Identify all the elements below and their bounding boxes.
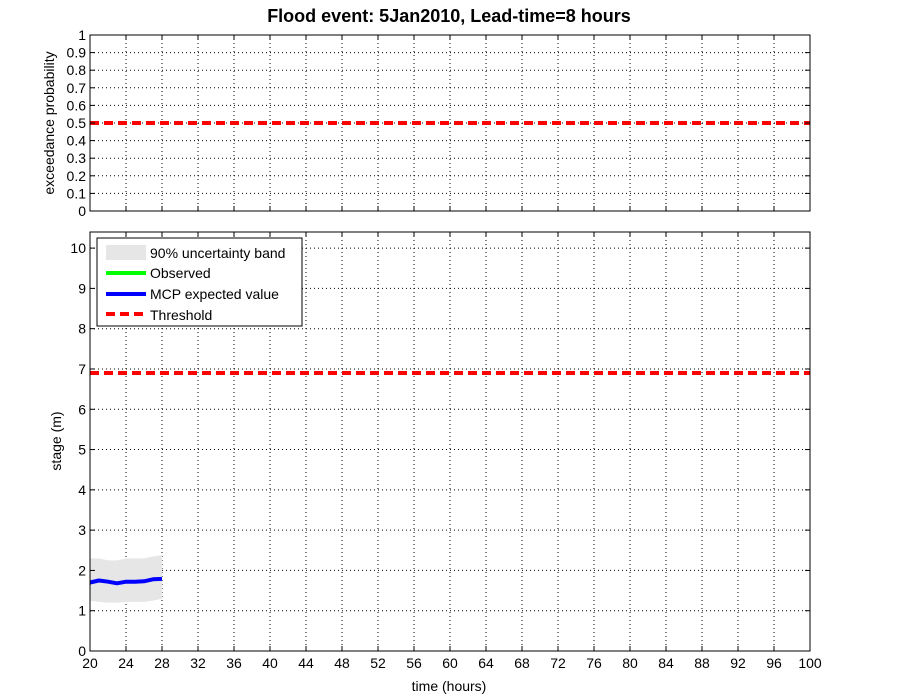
x-tick-label: 52 — [370, 655, 386, 671]
top-y-tick-label: 1 — [78, 27, 86, 43]
top-y-tick-label: 0.2 — [67, 168, 87, 184]
x-tick-label: 88 — [694, 655, 710, 671]
bottom-y-tick-label: 9 — [78, 280, 86, 296]
legend: 90% uncertainty band Observed MCP expect… — [96, 237, 303, 327]
bottom-y-tick-label: 3 — [78, 522, 86, 538]
x-tick-label: 80 — [622, 655, 638, 671]
top-y-tick-label: 0.4 — [67, 133, 87, 149]
x-tick-label: 100 — [798, 655, 822, 671]
x-tick-label: 96 — [766, 655, 782, 671]
bottom-y-axis-label: stage (m) — [48, 411, 64, 470]
legend-label-observed: Observed — [150, 265, 211, 281]
top-y-tick-labels: 0 0.10.2 0.30.4 0.5 0.60.7 0.80.9 1 — [67, 27, 87, 219]
top-y-tick-label: 0.6 — [67, 97, 87, 113]
legend-label-threshold: Threshold — [150, 307, 212, 323]
top-y-tick-label: 0.1 — [67, 185, 87, 201]
bottom-y-tick-label: 1 — [78, 603, 86, 619]
top-y-tick-label: 0.5 — [67, 115, 87, 131]
top-y-tick-label: 0.8 — [67, 62, 87, 78]
x-tick-label: 56 — [406, 655, 422, 671]
bottom-y-tick-label: 2 — [78, 562, 86, 578]
bottom-y-tick-label: 5 — [78, 442, 86, 458]
x-tick-label: 20 — [82, 655, 98, 671]
x-tick-label: 60 — [442, 655, 458, 671]
uncertainty-band-area — [90, 555, 162, 603]
top-y-tick-label: 0 — [78, 203, 86, 219]
x-tick-label: 76 — [586, 655, 602, 671]
x-tick-label: 64 — [478, 655, 494, 671]
x-tick-label: 68 — [514, 655, 530, 671]
x-tick-label: 44 — [298, 655, 314, 671]
bottom-y-tick-label: 7 — [78, 361, 86, 377]
x-tick-label: 32 — [190, 655, 206, 671]
legend-label-expected-value: MCP expected value — [150, 286, 279, 302]
x-tick-label: 48 — [334, 655, 350, 671]
bottom-y-tick-label: 6 — [78, 401, 86, 417]
x-axis-label: time (hours) — [412, 678, 487, 694]
figure-title: Flood event: 5Jan2010, Lead-time=8 hours — [267, 6, 631, 26]
x-tick-label: 24 — [118, 655, 134, 671]
top-axes: 0 0.10.2 0.30.4 0.5 0.60.7 0.80.9 1 exceedance… — [41, 27, 811, 219]
bottom-y-tick-label: 0 — [78, 643, 86, 659]
top-y-tick-label: 0.9 — [67, 45, 87, 61]
legend-label-uncertainty-band: 90% uncertainty band — [150, 245, 285, 261]
top-y-tick-label: 0.7 — [67, 80, 87, 96]
bottom-tick-marks — [89, 232, 811, 652]
bottom-y-tick-label: 4 — [78, 482, 86, 498]
top-y-tick-label: 0.3 — [67, 150, 87, 166]
x-tick-label: 36 — [226, 655, 242, 671]
x-tick-label: 72 — [550, 655, 566, 671]
bottom-y-tick-label: 8 — [78, 321, 86, 337]
bottom-y-tick-labels: 0 1 2 3 4 5 6 7 8 9 10 — [70, 240, 86, 659]
bottom-y-tick-label: 10 — [70, 240, 86, 256]
legend-swatch-uncertainty-band — [106, 245, 146, 260]
x-tick-label: 40 — [262, 655, 278, 671]
bottom-series-layer — [89, 371, 810, 603]
x-tick-label: 28 — [154, 655, 170, 671]
top-tick-marks — [89, 34, 811, 212]
top-y-axis-label: exceedance probability — [41, 51, 57, 194]
x-tick-label: 84 — [658, 655, 674, 671]
expected-value-line — [89, 576, 163, 586]
x-tick-label: 92 — [730, 655, 746, 671]
bottom-x-tick-labels: 20 24 28 32 36 40 44 48 52 56 60 64 68 72 76 80 84 88 92 96… — [82, 655, 822, 671]
